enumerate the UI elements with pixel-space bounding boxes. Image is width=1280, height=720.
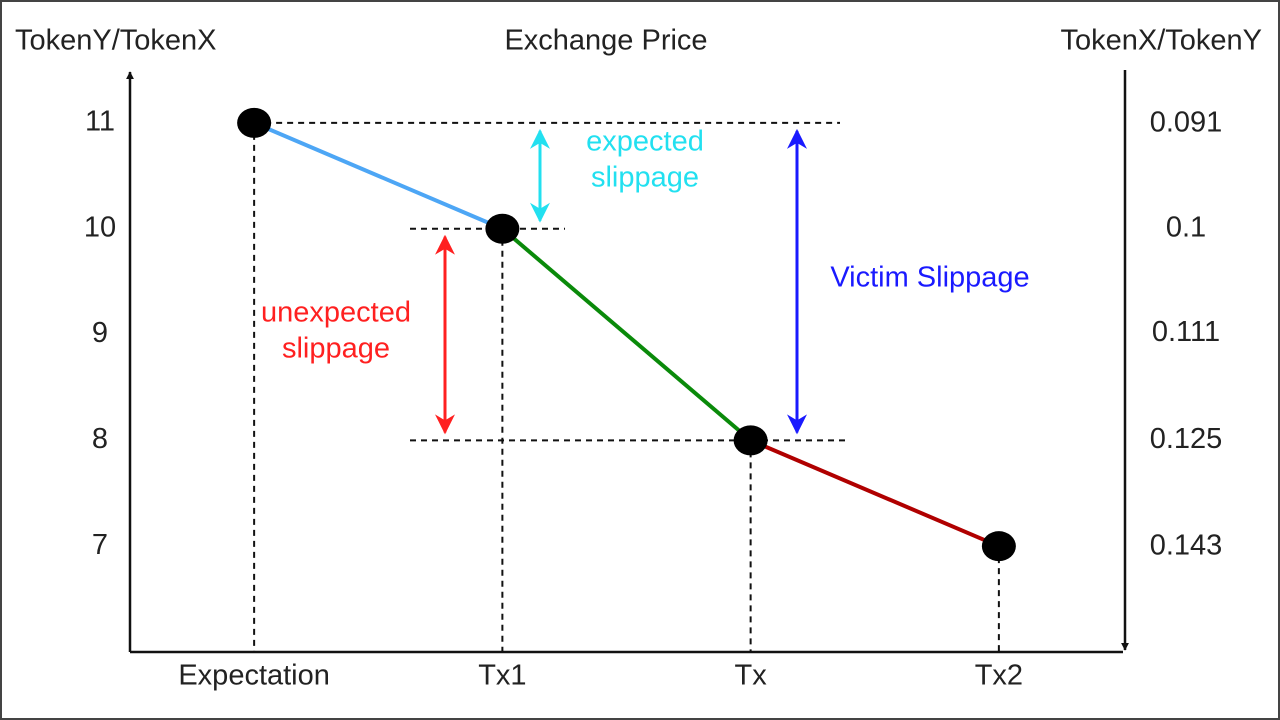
chart-title: Exchange Price [504, 25, 707, 57]
y2-tick-label: 0.1 [1166, 211, 1206, 243]
y-tick-label: 9 [92, 317, 108, 349]
annotation: slippage [282, 333, 390, 365]
line-segment [749, 438, 1000, 549]
point [485, 213, 520, 244]
point [237, 107, 272, 138]
y-tick-label: 10 [84, 211, 116, 243]
line-segment [501, 227, 752, 442]
point [981, 531, 1016, 562]
y-tick-label: 8 [92, 423, 108, 455]
y-tick-label: 7 [92, 529, 108, 561]
x-tick-label: Tx1 [478, 660, 526, 692]
y2-tick-label: 0.111 [1152, 316, 1220, 348]
x-tick-label: Tx [735, 660, 768, 692]
y2-axis-label: TokenX/TokenY [1060, 25, 1262, 57]
y-axis-label: TokenY/TokenX [15, 25, 217, 57]
point [733, 425, 768, 456]
line-segment [253, 121, 504, 231]
y-tick-label: 11 [85, 106, 115, 138]
x-tick-label: Tx2 [975, 660, 1023, 692]
x-tick-label: Expectation [178, 660, 330, 692]
annotation: expected [586, 126, 704, 158]
annotation: slippage [591, 162, 699, 194]
y2-tick-label: 0.143 [1150, 530, 1223, 562]
annotation: Victim Slippage [830, 262, 1029, 294]
y2-tick-label: 0.125 [1150, 423, 1223, 455]
annotation: unexpected [261, 297, 411, 329]
y2-tick-label: 0.091 [1150, 107, 1223, 139]
